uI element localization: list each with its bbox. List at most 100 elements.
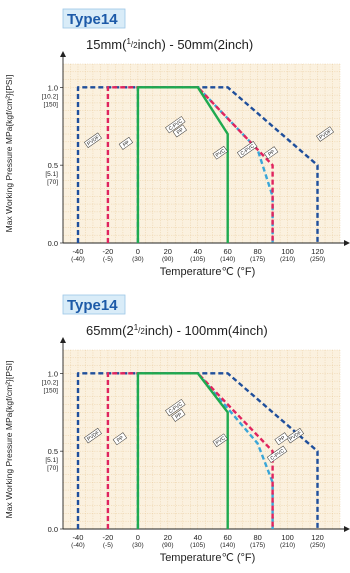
y-tick-sublabel: [5.1] (45, 457, 58, 464)
y-axis-arrow (60, 337, 66, 343)
subtitle-numerator: 1 (134, 323, 139, 332)
series-tag-pvc-box (212, 433, 228, 448)
x-tick-label: 120 (311, 533, 324, 542)
y-tick-label: 1.0 (48, 369, 58, 378)
series-line-pvdf (76, 372, 319, 529)
subtitle-part: 65mm(2 (86, 323, 134, 338)
extra-tag: PP (112, 432, 128, 446)
subtitle-slash: / (131, 40, 134, 49)
x-tick-label: -20 (102, 247, 113, 256)
chart-subtitle: 65mm(21/2inch) - 100mm(4inch) (86, 323, 268, 338)
subtitle-slash: / (138, 326, 141, 335)
type-badge (62, 294, 126, 315)
extra-tag-text: PP (122, 139, 131, 148)
x-tick-label: 120 (311, 247, 324, 256)
series-tag-pp-text: PP (176, 127, 185, 136)
series-tag-c-pvc-box (165, 398, 186, 417)
subtitle-part: 15mm( (86, 37, 127, 52)
series-line-pp (106, 86, 274, 243)
y-tick-label: 0.0 (48, 525, 58, 534)
x-tick-sublabel: (30) (132, 542, 144, 549)
series-tag-pp: PP (172, 124, 187, 138)
series-line-pvc (136, 86, 229, 243)
extra-tag-box (84, 132, 102, 148)
x-tick-sublabel: (175) (250, 256, 265, 263)
subtitle-numerator: 1 (126, 37, 131, 46)
extra-tag-text: PP (278, 435, 287, 444)
extra-tag-text: PP (116, 435, 125, 444)
series-tag-pp-box (171, 408, 186, 422)
extra-tag-box (84, 427, 102, 444)
x-tick-label: 80 (253, 247, 261, 256)
extra-tag: PP (274, 432, 289, 446)
series-tag-pvc: PVC (212, 145, 228, 160)
x-axis-arrow (344, 240, 350, 246)
x-tick-sublabel: (140) (220, 542, 235, 549)
x-tick-sublabel: (-5) (103, 256, 113, 263)
y-tick-sublabel: [70] (47, 465, 58, 472)
extra-tag-text: PP (267, 149, 276, 158)
type-badge-label: Type14 (67, 297, 118, 314)
x-tick-sublabel: (-5) (103, 542, 113, 549)
series-line-pvc (136, 372, 229, 529)
y-tick-sublabel: [5.1] (45, 171, 58, 178)
type-badge (62, 8, 126, 29)
extra-tag-box (236, 141, 258, 159)
x-tick-label: 0 (136, 533, 140, 542)
y-tick-sublabel: [70] (47, 179, 58, 186)
series-line-pvdf (76, 86, 319, 243)
x-tick-sublabel: (90) (162, 542, 174, 549)
series-tag-pp-box (172, 124, 187, 138)
x-tick-label: 40 (194, 247, 202, 256)
extra-tag: PP (263, 146, 279, 160)
x-tick-label: 100 (281, 533, 294, 542)
x-tick-sublabel: (210) (280, 256, 295, 263)
subtitle-denominator: 2 (140, 327, 145, 336)
series-tag-pvc: PVC (212, 433, 228, 448)
x-axis-title: Temperature℃ (°F) (160, 552, 256, 564)
y-axis-title: Max Working Pressure MPa{kgf/cm²}[PSI] (4, 75, 14, 233)
extra-tag-box (263, 146, 279, 160)
y-tick-sublabel: [10.2] (42, 379, 58, 386)
y-tick-label: 0.5 (48, 447, 58, 456)
x-tick-label: 60 (224, 247, 232, 256)
subtitle-part: inch) - 50mm(2inch) (138, 37, 254, 52)
x-tick-sublabel: (250) (310, 256, 325, 263)
x-tick-label: 20 (164, 247, 172, 256)
series-tag-pvdf-box (286, 427, 305, 444)
y-tick-label: 0.0 (48, 239, 58, 248)
series-tag-pp: PP (171, 408, 186, 422)
x-tick-sublabel: (30) (132, 256, 144, 263)
x-tick-label: 80 (253, 533, 261, 542)
y-tick-sublabel: [150] (44, 387, 59, 394)
x-tick-sublabel: (210) (280, 542, 295, 549)
x-tick-sublabel: (175) (250, 542, 265, 549)
x-tick-sublabel: (-40) (71, 542, 85, 549)
series-tag-pvc-box (212, 145, 228, 160)
x-tick-label: -20 (102, 533, 113, 542)
series-tag-pvc-text: PVC (215, 148, 227, 159)
x-tick-label: -40 (73, 533, 84, 542)
series-tag-pvc-text: PVC (215, 435, 227, 446)
extra-tag-box (266, 445, 288, 463)
x-tick-label: 0 (136, 247, 140, 256)
x-tick-sublabel: (105) (190, 256, 205, 263)
type-badge-label: Type14 (67, 11, 118, 28)
x-tick-label: 60 (224, 533, 232, 542)
y-tick-label: 1.0 (48, 83, 58, 92)
x-tick-sublabel: (140) (220, 256, 235, 263)
x-axis-title: Temperature℃ (°F) (160, 266, 256, 278)
y-tick-sublabel: [10.2] (42, 93, 58, 100)
x-tick-sublabel: (-40) (71, 256, 85, 263)
series-tag-c-pvc-box (165, 116, 186, 134)
extra-tag-box (274, 432, 289, 446)
series-tag-pvdf-box (316, 126, 334, 142)
x-tick-sublabel: (105) (190, 542, 205, 549)
extra-tag-box (112, 432, 128, 446)
x-axis-arrow (344, 526, 350, 532)
x-tick-label: 20 (164, 533, 172, 542)
extra-tag: PP (118, 136, 134, 150)
series-line-pp (106, 372, 274, 529)
